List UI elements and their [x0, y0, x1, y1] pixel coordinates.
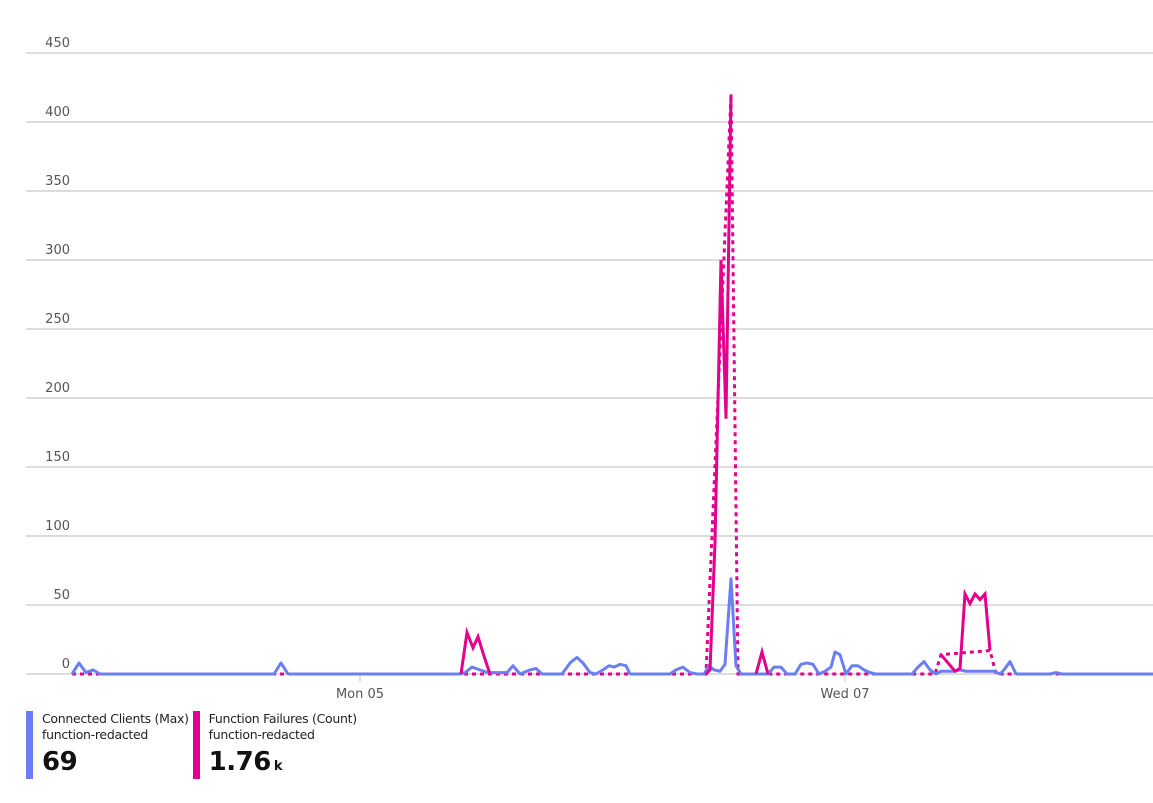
x-tick-label: Mon 05 — [336, 687, 384, 702]
summary-number: 69 — [42, 747, 78, 777]
y-gridlines — [26, 52, 1153, 675]
y-tick-label: 350 — [45, 174, 70, 189]
failures-path-segment — [459, 626, 492, 675]
line-chart: 0 50 100 150 200 250 300 350 400 450 Mon 05 Wed 07 — [26, 36, 1153, 702]
legend-color-swatch — [26, 711, 33, 779]
y-tick-label: 300 — [45, 243, 70, 258]
function-failures-line — [459, 94, 992, 676]
x-tick-label: Wed 07 — [820, 687, 869, 702]
y-tick-label: 450 — [45, 36, 70, 51]
legend-series-name: Connected Clients (Max) — [42, 711, 189, 726]
failures-dotted-path — [72, 94, 1153, 676]
summary-number: 1.76 — [208, 747, 272, 777]
legend-series-name: Function Failures (Count) — [208, 711, 357, 726]
y-tick-label: 50 — [53, 588, 70, 603]
failures-path-segment — [939, 588, 992, 674]
legend-color-swatch — [192, 711, 200, 779]
legend-item-connected-clients[interactable]: Connected Clients (Max) function-redacte… — [26, 711, 189, 784]
summary-unit: k — [273, 759, 283, 774]
legend-summary-value: 1.76 k — [209, 745, 357, 784]
legend-summary-value: 69 — [42, 745, 189, 784]
y-tick-label: 100 — [45, 519, 70, 534]
failures-path-segment — [754, 646, 770, 675]
chart-legend: Connected Clients (Max) function-redacte… — [26, 711, 357, 784]
failures-path-segment — [704, 94, 733, 676]
legend-resource-name: function-redacted — [208, 727, 315, 742]
y-tick-label: 0 — [62, 657, 70, 672]
y-tick-label: 400 — [45, 105, 70, 120]
legend-resource-name: function-redacted — [42, 727, 149, 742]
y-axis-ticks: 0 50 100 150 200 250 300 350 400 450 — [45, 36, 70, 672]
connected-clients-line — [70, 577, 1153, 676]
clients-path — [70, 577, 1153, 676]
legend-item-function-failures[interactable]: Function Failures (Count) function-redac… — [192, 711, 357, 784]
y-tick-label: 150 — [45, 450, 70, 465]
x-axis-ticks: Mon 05 Wed 07 — [336, 674, 870, 702]
y-tick-label: 200 — [45, 381, 70, 396]
y-tick-label: 250 — [45, 312, 70, 327]
function-failures-dotted-line — [72, 94, 1153, 676]
